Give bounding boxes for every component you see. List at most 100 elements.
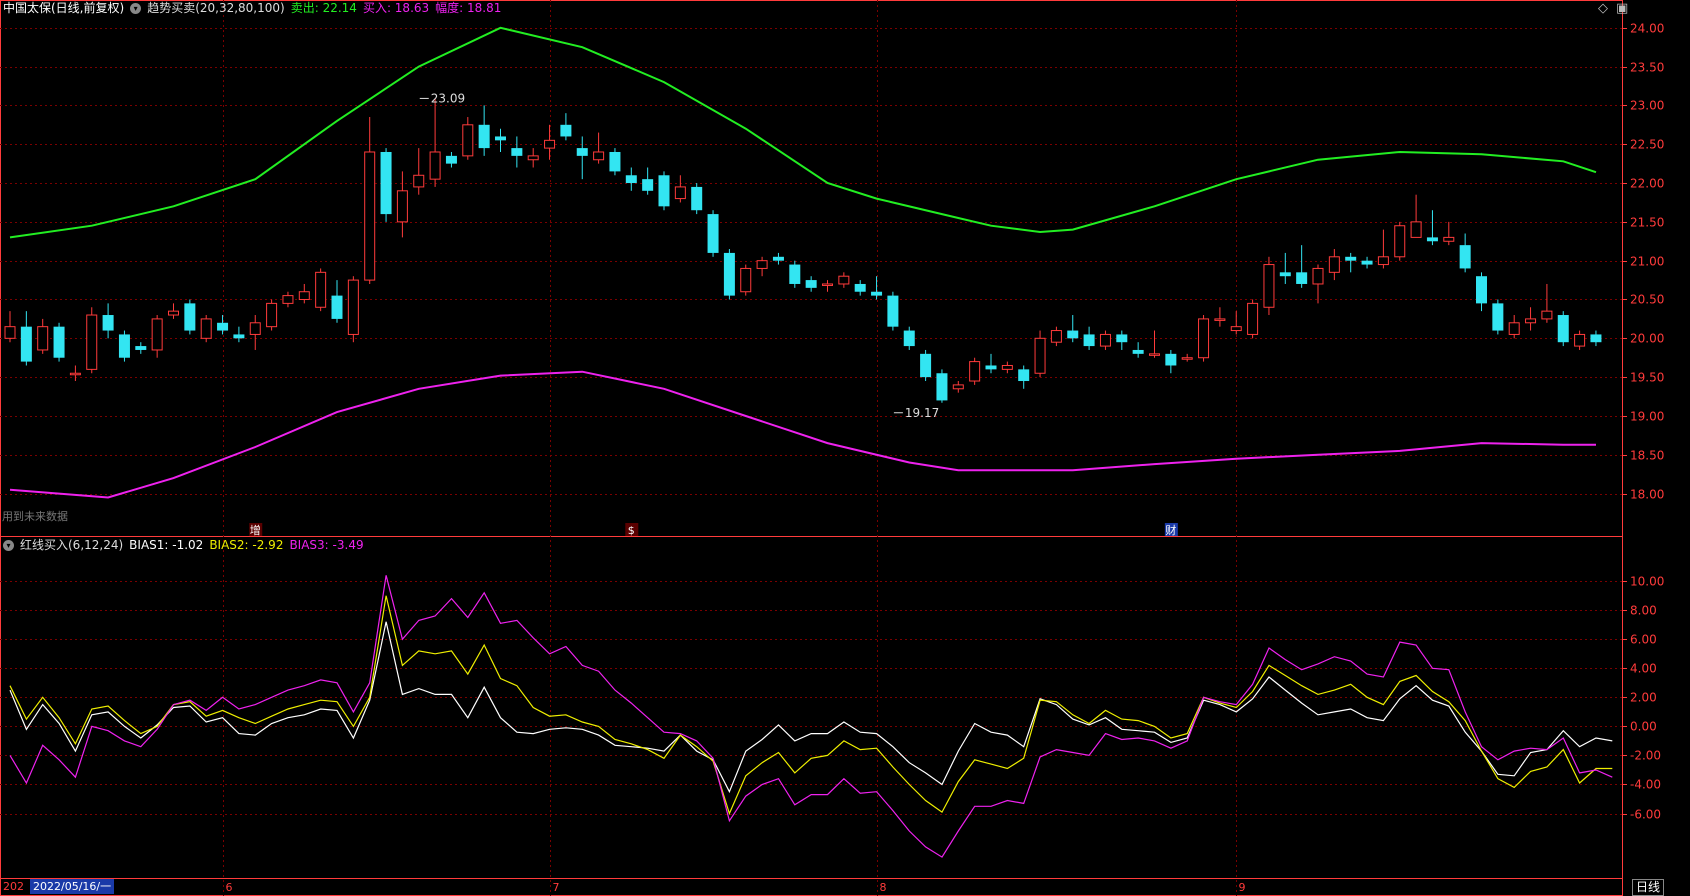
candle-body	[560, 124, 572, 137]
candle	[936, 369, 948, 403]
candle-body	[1328, 256, 1340, 273]
candle	[903, 326, 915, 350]
candle	[544, 124, 556, 160]
sell-value: 卖出: 22.14	[290, 1, 357, 15]
candle-body	[772, 256, 784, 261]
bias2-line	[9, 595, 1613, 816]
candle	[1508, 315, 1520, 339]
y-tick-label: 22.50	[1630, 138, 1664, 152]
candle	[1263, 256, 1275, 316]
candle	[118, 330, 130, 362]
candle-body	[168, 310, 179, 316]
candle-body	[691, 186, 703, 211]
indicator-settings-icon[interactable]: ▾	[130, 3, 142, 14]
candle	[37, 318, 49, 354]
candle	[266, 299, 278, 331]
candle	[1116, 330, 1128, 350]
candle-body	[1443, 236, 1455, 242]
candle-body	[593, 151, 605, 161]
candle-body	[1525, 318, 1537, 324]
sub-indicator-settings-icon[interactable]: ▾	[3, 540, 14, 551]
candle-body	[854, 283, 866, 292]
candle-body	[1263, 264, 1275, 308]
candle-body	[707, 214, 719, 253]
candle	[1574, 330, 1586, 350]
candle-body	[1590, 334, 1602, 343]
candle-body	[1410, 221, 1422, 238]
candle-body	[233, 334, 245, 339]
candle-body	[871, 291, 883, 296]
candle-body	[1541, 310, 1553, 320]
candle-body	[1050, 330, 1062, 343]
window-icon[interactable]: ▣	[1616, 1, 1629, 16]
sub-indicator-name[interactable]: 红线买入(6,12,24)	[20, 538, 124, 552]
candle	[1541, 283, 1553, 323]
candle	[1361, 256, 1373, 269]
candle	[854, 280, 866, 296]
candle	[691, 183, 703, 215]
bias2-value: BIAS2: -2.92	[209, 538, 284, 552]
candle	[1230, 311, 1242, 335]
candle	[1590, 330, 1602, 347]
candle-body	[200, 318, 212, 339]
candle-body	[1018, 369, 1030, 382]
candle	[429, 98, 441, 187]
candle	[1001, 361, 1013, 374]
candle-body	[1149, 353, 1160, 356]
candle-body	[625, 175, 637, 184]
candle-body	[1181, 357, 1193, 360]
candle-body	[805, 280, 817, 288]
candle	[1328, 249, 1340, 281]
candle-body	[756, 260, 768, 269]
candle-body	[789, 264, 801, 284]
y-tick-label: 18.50	[1630, 449, 1664, 463]
candle	[364, 117, 376, 284]
indicator-name[interactable]: 趋势买卖(20,32,80,100)	[147, 1, 285, 15]
candle-body	[4, 326, 16, 339]
month-tick-label: 7	[553, 881, 560, 894]
bias1-line	[9, 621, 1613, 794]
candle	[560, 113, 572, 141]
y-tick-label: 19.50	[1630, 371, 1664, 385]
buy-line	[9, 370, 1596, 499]
candle	[1165, 349, 1177, 374]
candle	[887, 291, 899, 331]
candle	[707, 210, 719, 257]
candle-body	[1574, 333, 1586, 347]
y-tick-label: 19.00	[1630, 410, 1664, 424]
candle-body	[298, 291, 310, 300]
candle-body	[478, 124, 490, 149]
candle	[151, 315, 163, 358]
candle	[985, 353, 997, 374]
candle	[1132, 342, 1144, 358]
candle	[1083, 326, 1095, 350]
candle-body	[1132, 349, 1144, 354]
diamond-icon[interactable]: ◇	[1598, 1, 1608, 16]
period-label[interactable]: 日线	[1632, 879, 1665, 896]
candle-body	[118, 334, 130, 358]
candle-body	[1394, 225, 1406, 258]
candle	[396, 171, 408, 238]
candle-body	[658, 175, 670, 207]
candle-body	[1198, 318, 1210, 359]
candle-body	[527, 155, 539, 161]
stock-title[interactable]: 中国太保(日线,前复权)	[3, 1, 125, 15]
sub-header: ▾ 红线买入(6,12,24) BIAS1: -1.02 BIAS2: -2.92 BI…	[3, 538, 370, 552]
sell-line	[9, 26, 1597, 239]
candle	[445, 151, 457, 168]
candle	[658, 171, 670, 211]
candle	[576, 136, 588, 180]
y-tick-label: 20.00	[1630, 332, 1664, 346]
candle-body	[1230, 326, 1242, 332]
candle-body	[1279, 272, 1291, 277]
candle-body	[1345, 256, 1357, 261]
candle	[511, 136, 523, 168]
candle	[789, 260, 801, 288]
candle-body	[86, 314, 98, 370]
candle	[1198, 315, 1210, 362]
candle-body	[1067, 330, 1079, 339]
sub-y-tick-label: 8.00	[1630, 604, 1657, 618]
candle	[168, 303, 179, 319]
sub-y-tick-label: -6.00	[1630, 808, 1661, 822]
